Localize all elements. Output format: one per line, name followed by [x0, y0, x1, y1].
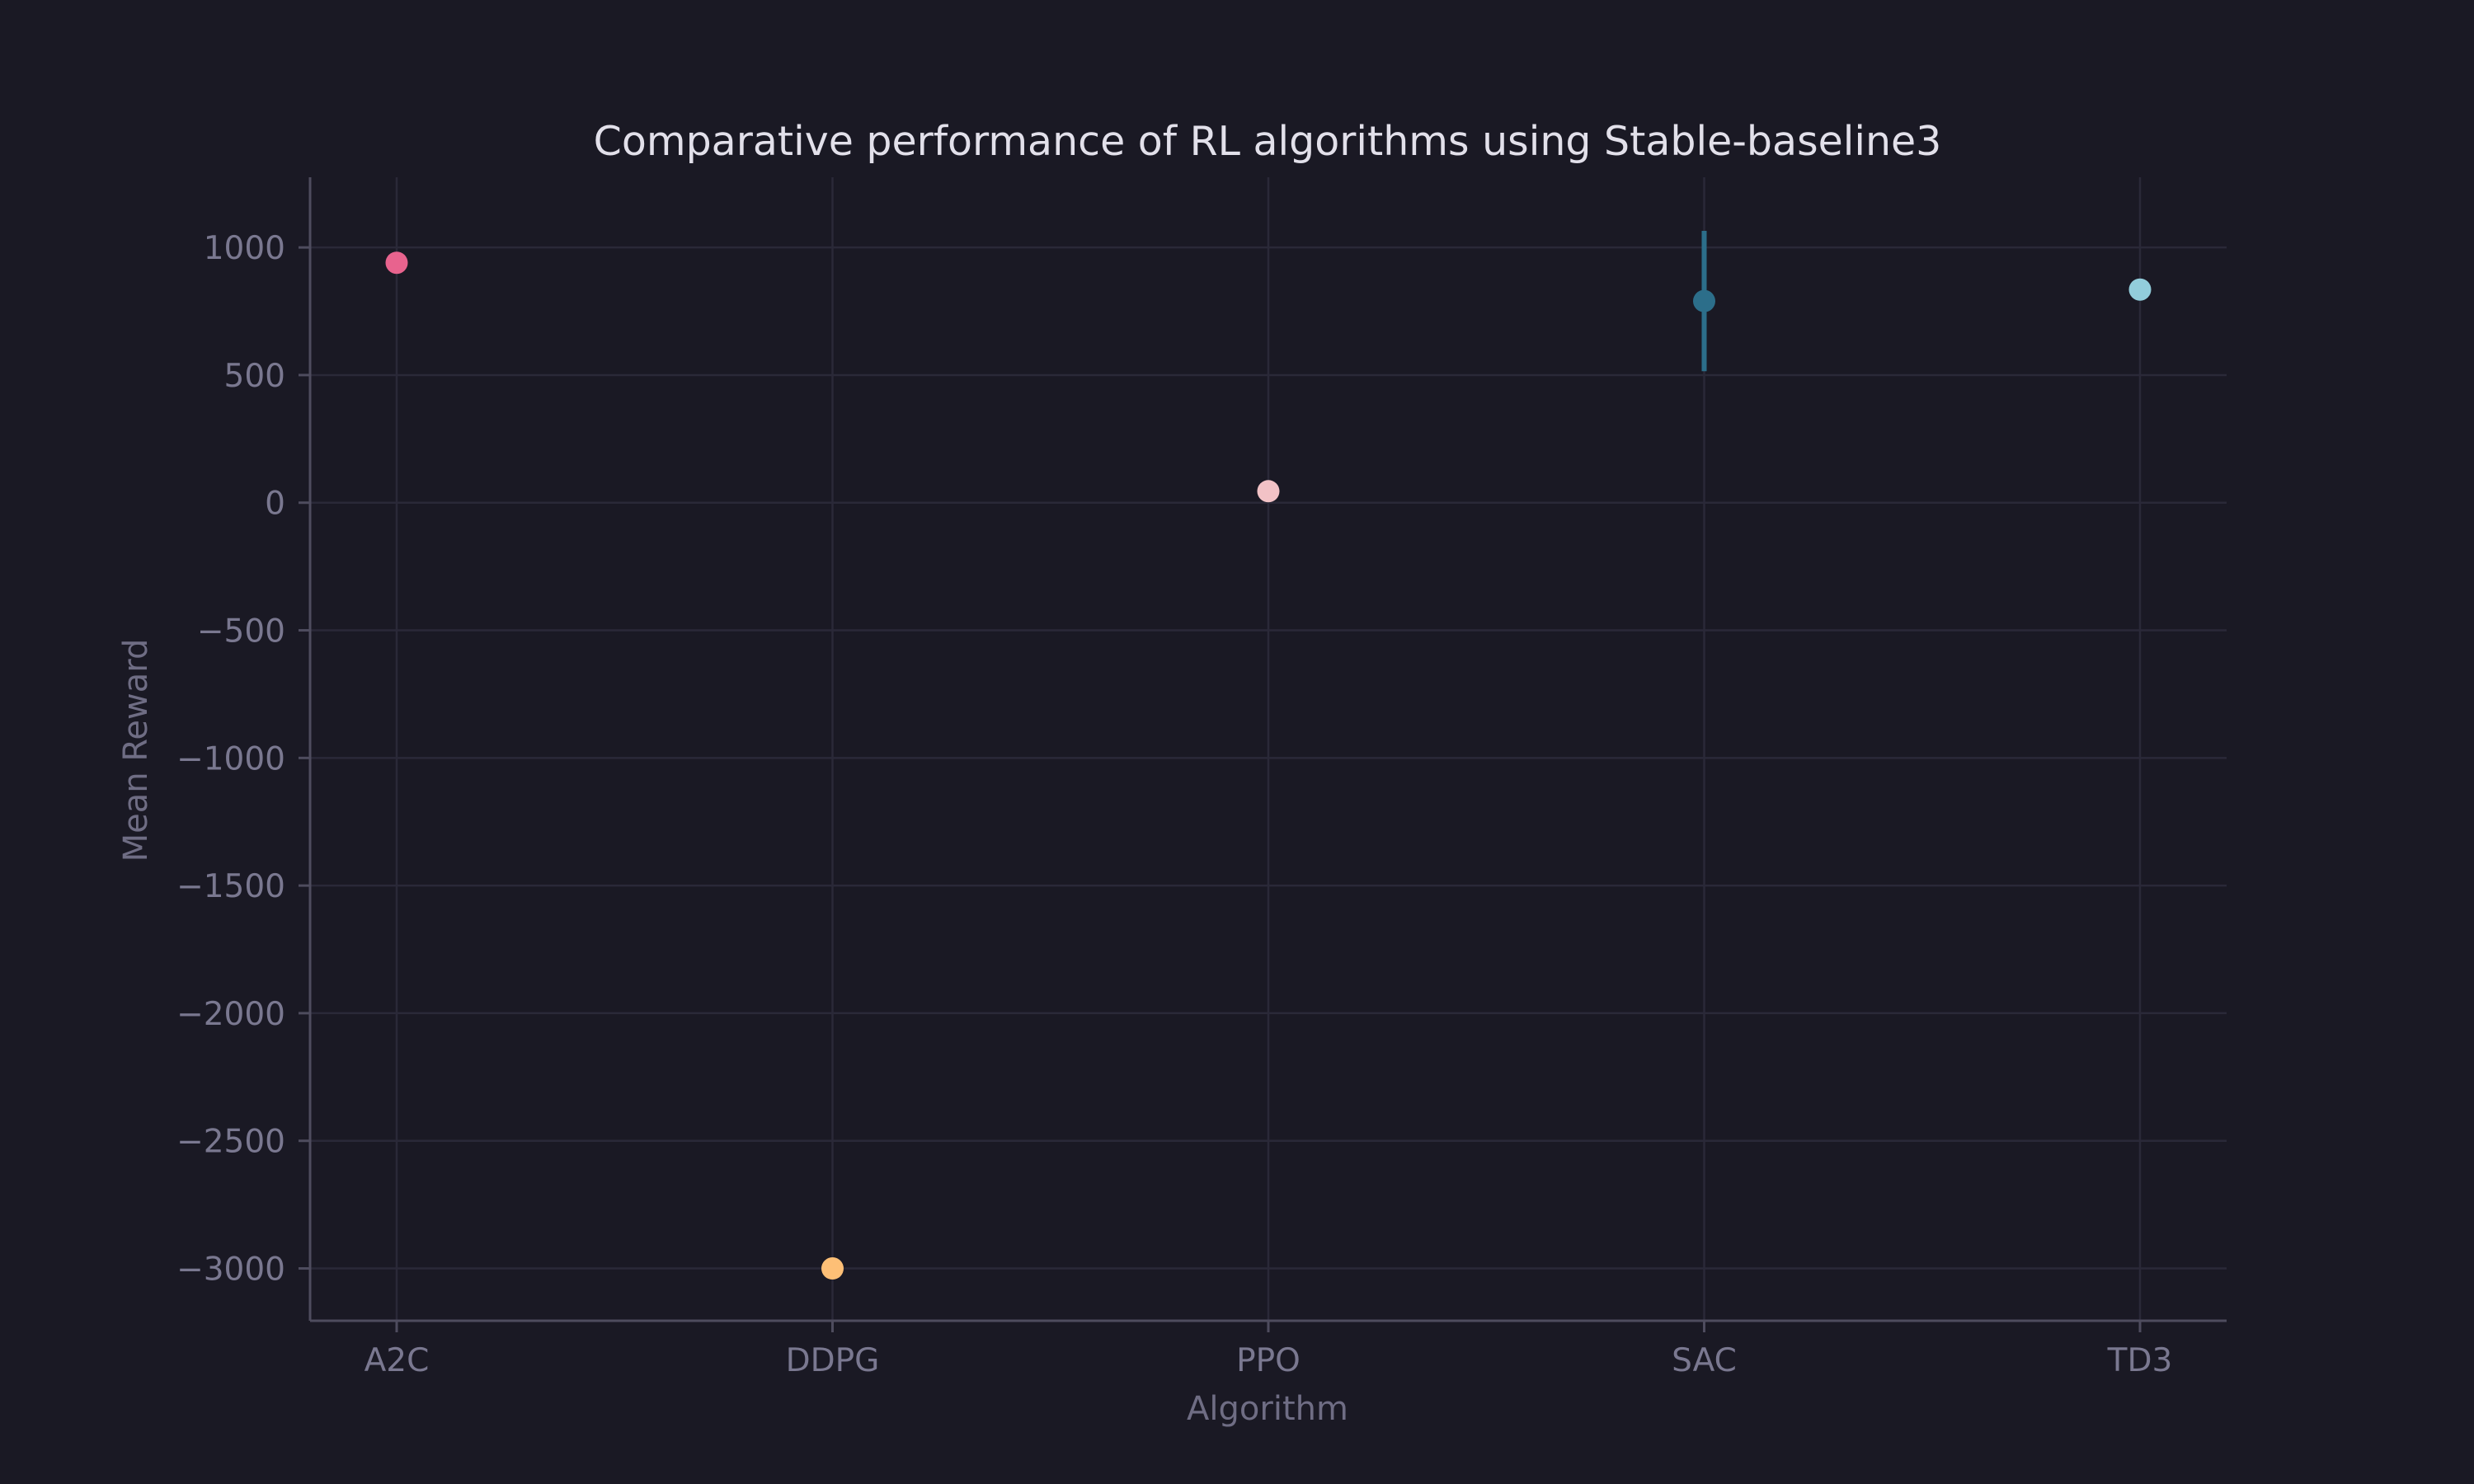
y-tick-label: 0 [265, 486, 285, 523]
x-tick-label: DDPG [786, 1342, 880, 1379]
grid-layer [310, 177, 2227, 1321]
y-axis-label: Mean Reward [117, 639, 155, 862]
y-tick-label: −2000 [176, 996, 285, 1033]
y-tick-label: −3000 [176, 1252, 285, 1289]
ticks-layer: 1000 500 0 −500 −1000 −1500 −2000 −2500 −3000 A2C… [176, 230, 2172, 1379]
data-point-a2c[interactable] [385, 251, 408, 275]
y-tick-label: −1500 [176, 868, 285, 905]
x-tick-label: TD3 [2107, 1342, 2173, 1379]
data-point-ppo[interactable] [1257, 480, 1280, 503]
y-tick-label: −500 [197, 613, 285, 650]
y-tick-label: −2500 [176, 1124, 285, 1161]
y-tick-label: 1000 [204, 230, 285, 267]
y-tick-label: −1000 [176, 740, 285, 777]
points-layer [385, 251, 2152, 1280]
y-tick-label: 500 [224, 358, 285, 395]
x-axis-label: Algorithm [1187, 1390, 1348, 1428]
x-tick-label: A2C [365, 1342, 430, 1379]
x-tick-label: PPO [1236, 1342, 1300, 1379]
data-point-ddpg[interactable] [821, 1257, 844, 1280]
chart-title: Comparative performance of RL algorithms… [594, 118, 1942, 165]
data-point-td3[interactable] [2128, 278, 2152, 301]
x-tick-label: SAC [1672, 1342, 1737, 1379]
data-point-sac[interactable] [1693, 289, 1715, 312]
